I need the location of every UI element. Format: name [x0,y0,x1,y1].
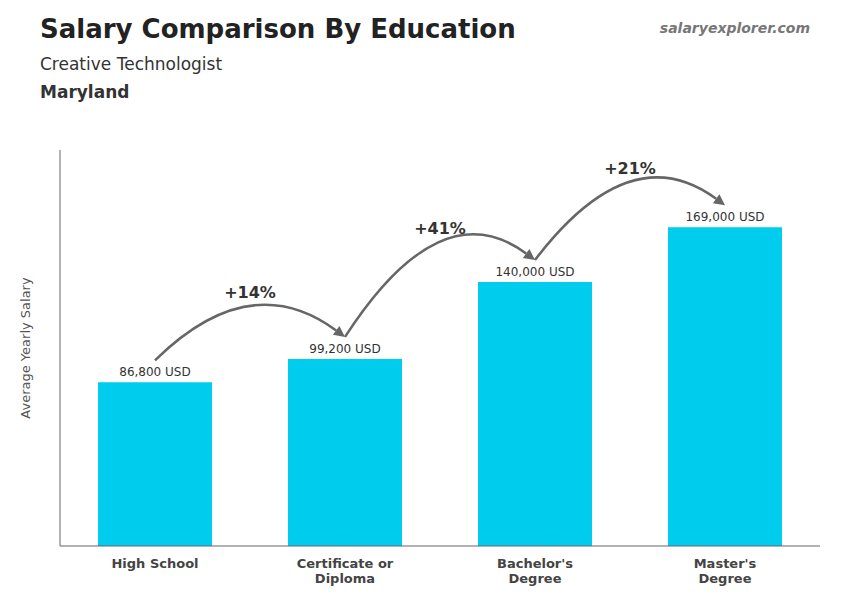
svg-text:169,000 USD: 169,000 USD [685,210,764,224]
svg-text:Average Yearly Salary: Average Yearly Salary [18,277,33,419]
svg-text:+21%: +21% [604,159,656,178]
html-text:Creative Technologist: Creative Technologist [40,54,223,74]
svg-text:Bachelor'sDegree: Bachelor'sDegree [497,556,573,586]
svg-text:86,800 USD: 86,800 USD [119,365,190,379]
svg-text:Certificate orDiploma: Certificate orDiploma [297,556,394,586]
svg-text:+14%: +14% [224,283,276,302]
html-text:salary explorer.com: salary explorer.com [659,20,810,36]
svg-text:99,200 USD: 99,200 USD [309,342,380,356]
svg-text:High School: High School [111,556,198,571]
svg-text:Master'sDegree: Master'sDegree [694,556,757,586]
html-text:Salary Comparison By Education: Salary Comparison By Education [40,14,516,44]
svg-text:+41%: +41% [414,219,466,238]
svg-text:140,000 USD: 140,000 USD [495,265,574,279]
html-text:Maryland: Maryland [40,82,130,102]
